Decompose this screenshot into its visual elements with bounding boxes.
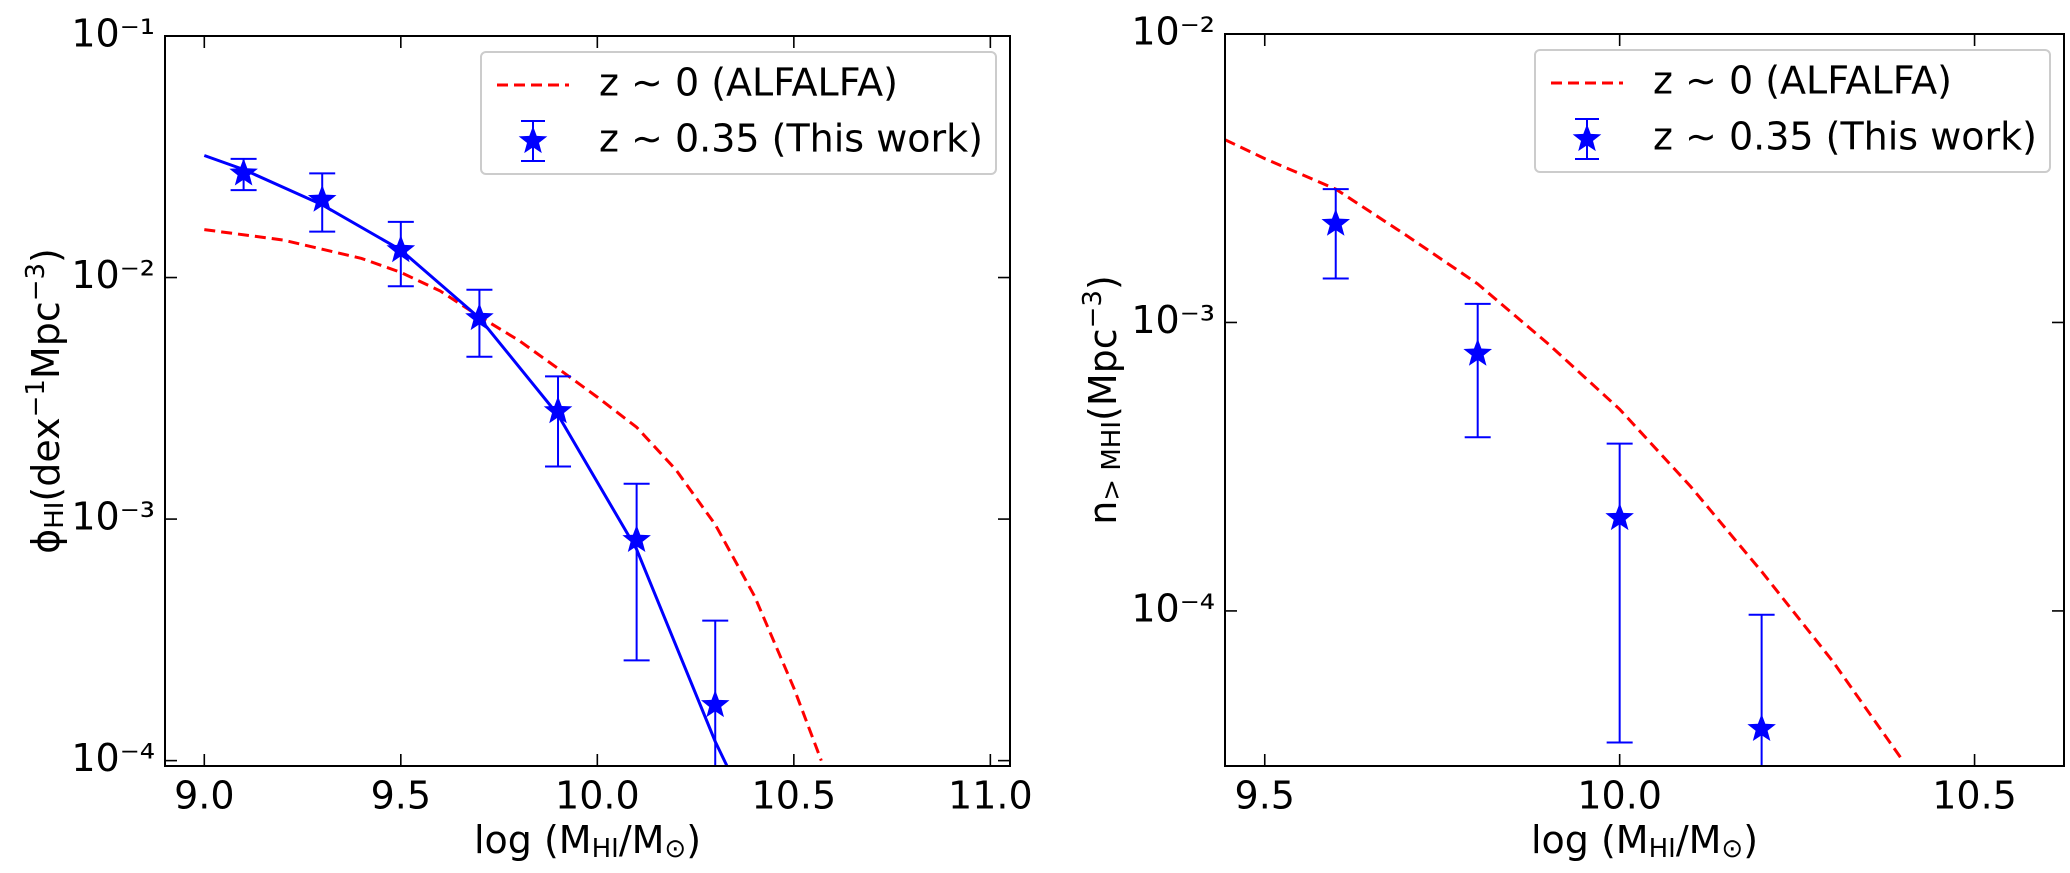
star-marker	[307, 184, 337, 212]
plot-area	[1225, 138, 1905, 766]
x-tick-label: 10.0	[1577, 774, 1662, 818]
legend-label: z ∼ 0.35 (This work)	[1653, 115, 2037, 159]
x-tick-label: 9.0	[174, 774, 234, 818]
x-tick-label: 10.0	[555, 774, 640, 818]
y-axis-label: n> MHI(Mpc−3)	[1078, 275, 1127, 525]
label-part: (dex	[24, 417, 68, 501]
label-part: )	[1081, 275, 1125, 290]
label-part: HI	[1649, 834, 1676, 864]
label-part: log (M	[474, 818, 592, 862]
y-tick-label: 10⁻²	[71, 253, 155, 297]
label-part: HI	[40, 502, 70, 529]
label-part: Mpc	[24, 301, 68, 379]
x-tick-label: 10.5	[1932, 774, 2017, 818]
axes-frame	[164, 35, 1011, 767]
label-part: )	[1743, 818, 1758, 862]
y-axis-label: ϕHI(dex−1Mpc−3)	[21, 248, 70, 554]
legend-swatch	[518, 126, 548, 154]
star-marker	[701, 690, 730, 718]
y-tick-label: 10⁻²	[1131, 10, 1215, 54]
label-part: ⊙	[1721, 834, 1743, 864]
x-axis-label: log (MHI/M⊙)	[1531, 818, 1758, 865]
legend-swatch	[1572, 124, 1602, 152]
star-marker	[543, 396, 573, 424]
y-tick-label: 10⁻³	[71, 495, 155, 539]
line	[203, 154, 729, 766]
legend: z ∼ 0 (ALFALFA) z ∼ 0.35 (This work)	[480, 51, 997, 175]
label-part: )	[686, 818, 701, 862]
y-tick-label: 10⁻¹	[71, 12, 155, 56]
plot-area	[203, 154, 823, 766]
label-part: )	[24, 248, 68, 263]
x-tick-label: 9.5	[1235, 774, 1295, 818]
x-tick-label: 11.0	[948, 774, 1033, 818]
label-part: (Mpc	[1081, 328, 1125, 421]
label-part: −1	[21, 379, 51, 417]
star-marker	[1605, 503, 1634, 531]
y-tick-label: 10⁻⁴	[1131, 586, 1215, 630]
label-part: n	[1081, 501, 1125, 525]
panel: 9.0 9.5 10.0 10.5 11.0 10⁻⁴ 10⁻³ 10⁻² 10⁻¹ log (M…	[21, 12, 1033, 865]
star-marker	[622, 524, 651, 552]
star-marker	[229, 158, 258, 186]
y-tick-label: 10⁻⁴	[71, 736, 155, 780]
line	[1225, 138, 1905, 763]
star-marker	[1747, 713, 1776, 741]
x-tick-label: 10.5	[752, 774, 837, 818]
star-marker	[1463, 338, 1492, 366]
label-part: ϕ	[24, 529, 68, 554]
x-tick-label: 9.5	[371, 774, 431, 818]
label-part: −3	[1078, 290, 1108, 328]
label-part: /M	[1676, 818, 1722, 862]
x-axis-label: log (MHI/M⊙)	[474, 818, 701, 865]
label-part: log (M	[1531, 818, 1649, 862]
legend-label: z ∼ 0.35 (This work)	[599, 117, 983, 161]
y-tick-label: 10⁻³	[1131, 298, 1215, 342]
legend-box	[480, 51, 997, 175]
label-part: > MHI	[1097, 421, 1127, 501]
legend-box	[1534, 49, 2051, 173]
legend-label: z ∼ 0 (ALFALFA)	[1653, 59, 1952, 103]
star-marker	[1321, 208, 1350, 236]
label-part: HI	[592, 834, 619, 864]
axes-frame	[1224, 33, 2065, 767]
line	[204, 228, 823, 762]
legend-label: z ∼ 0 (ALFALFA)	[599, 61, 898, 105]
label-part: −3	[21, 263, 51, 301]
label-part: /M	[619, 818, 665, 862]
label-part: ⊙	[664, 834, 686, 864]
legend: z ∼ 0 (ALFALFA) z ∼ 0.35 (This work)	[1534, 49, 2051, 173]
